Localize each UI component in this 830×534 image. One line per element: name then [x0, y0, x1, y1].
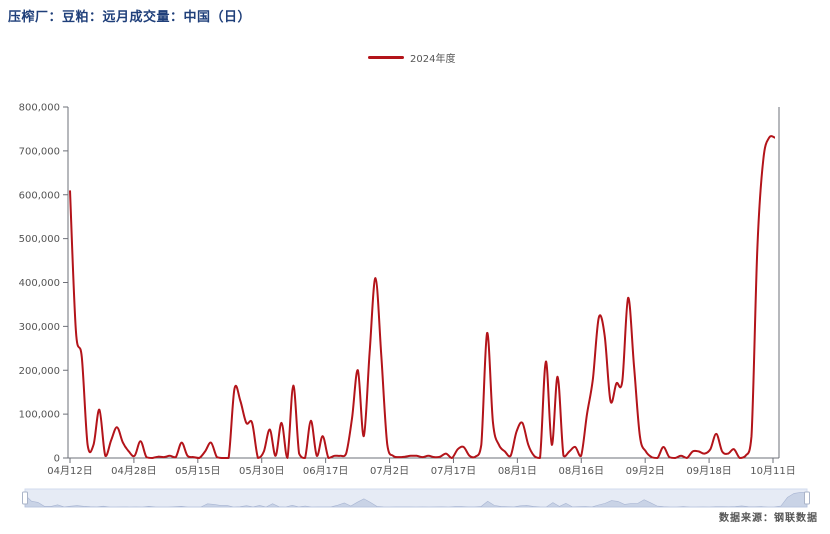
legend[interactable]: 2024年度: [368, 50, 455, 65]
x-tick-label: 07月2日: [370, 465, 409, 477]
x-tick-label: 05月15日: [175, 465, 220, 477]
series-layer: [69, 135, 776, 459]
x-tick-label: 09月2日: [626, 465, 665, 477]
x-tick-label: 06月17日: [303, 465, 348, 477]
data-source: 数据来源：钢联数据: [719, 513, 818, 524]
zoom-handle-left[interactable]: [22, 491, 28, 505]
x-tick-label: 05月30日: [239, 465, 284, 477]
x-tick-label: 04月28日: [111, 465, 156, 477]
y-tick-label: 800,000: [19, 103, 60, 114]
x-tick-label: 08月1日: [498, 465, 537, 477]
zoom-handle-right[interactable]: [804, 491, 810, 505]
y-tick-label: 200,000: [19, 366, 60, 377]
y-tick-label: 300,000: [19, 322, 60, 333]
legend-label: 2024年度: [410, 54, 456, 65]
y-axis: 0 100,000 200,000 300,000 400,000 500,000 600,…: [19, 103, 69, 465]
y-tick-label: 0: [54, 454, 60, 465]
zoom-track[interactable]: [24, 488, 808, 508]
y-tick-label: 400,000: [19, 278, 60, 289]
y-tick-label: 600,000: [19, 190, 60, 201]
zoom-preview-area: [24, 492, 808, 508]
data-zoom-slider[interactable]: [22, 488, 810, 508]
x-axis: 04月12日 04月28日 05月15日 05月30日 06月17日 07月2日 07月17…: [47, 107, 796, 477]
y-tick-label: 100,000: [19, 410, 60, 421]
x-tick-label: 07月17日: [431, 465, 476, 477]
x-tick-label: 10月11日: [750, 465, 795, 477]
chart-title: 压榨厂：豆粕：远月成交量：中国（日）: [8, 10, 252, 25]
x-tick-label: 04月12日: [47, 465, 92, 477]
x-tick-label: 09月18日: [686, 465, 731, 477]
series-line-2024: [69, 135, 776, 459]
y-tick-label: 500,000: [19, 234, 60, 245]
x-tick-label: 08月16日: [559, 465, 604, 477]
y-tick-label: 700,000: [19, 146, 60, 157]
legend-line-swatch: [368, 56, 404, 59]
